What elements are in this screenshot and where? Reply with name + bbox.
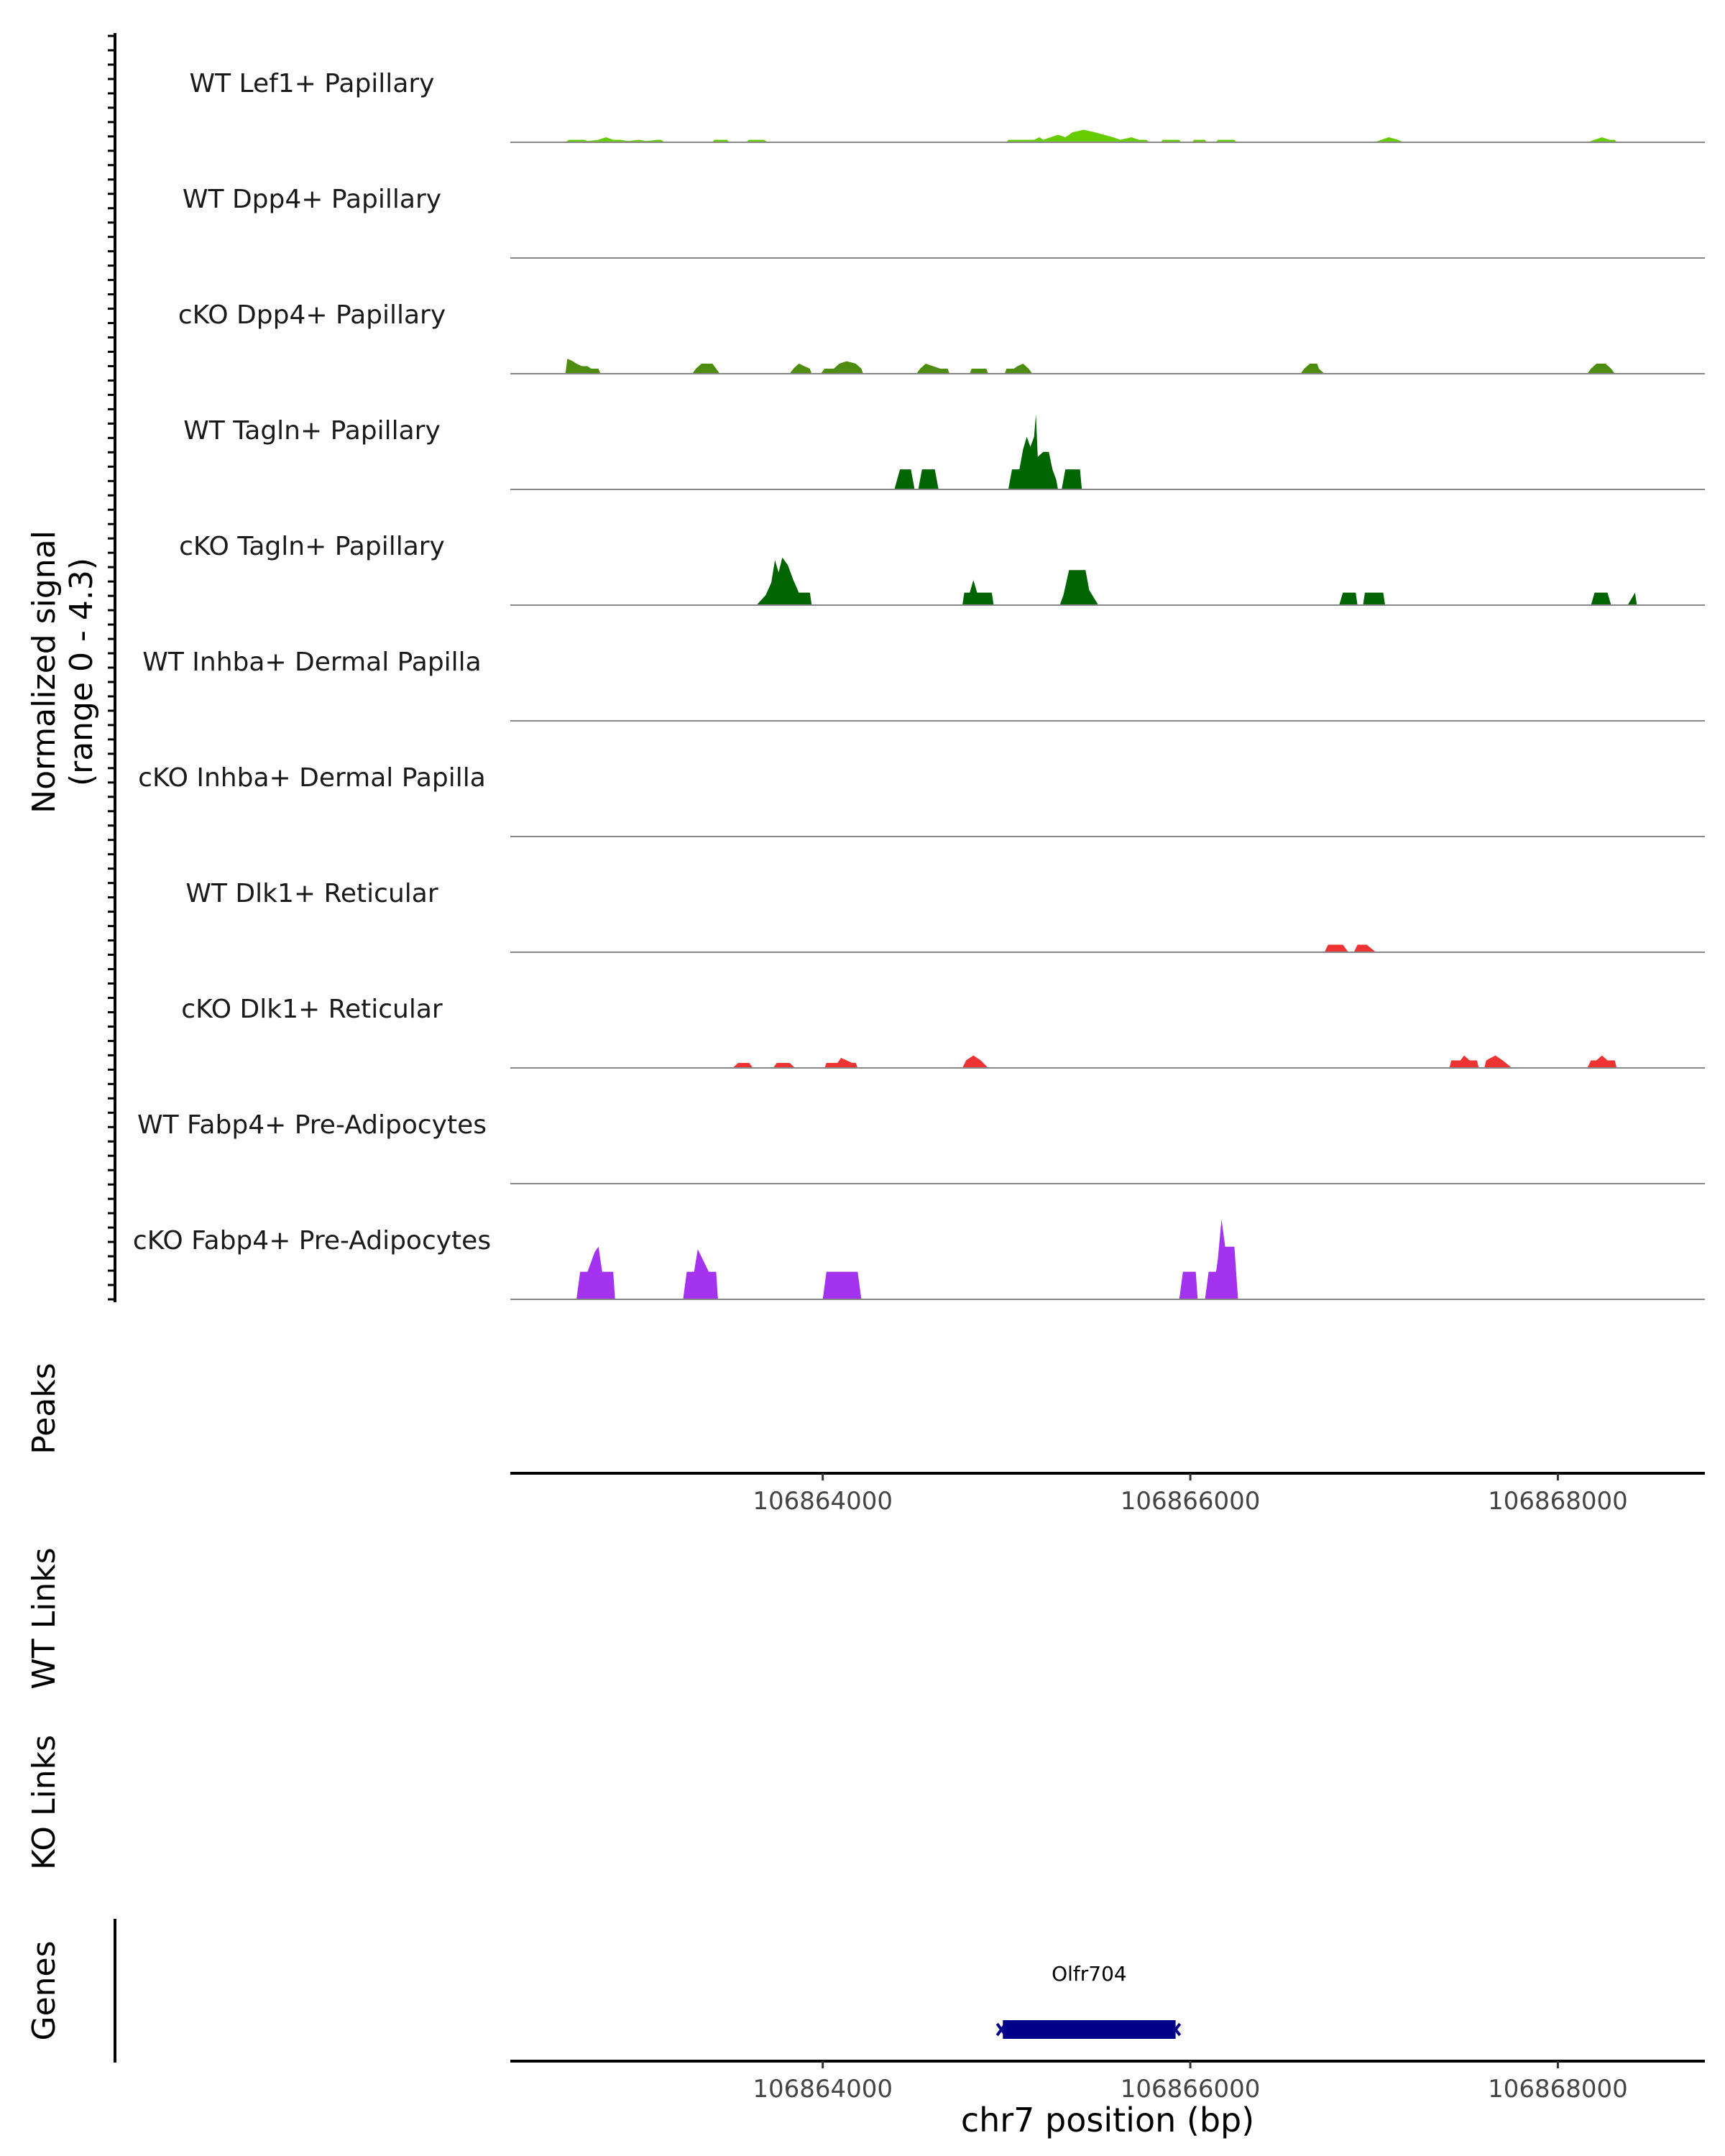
ko-links-label: KO Links bbox=[26, 1735, 63, 1870]
track-label: cKO Dlk1+ Reticular bbox=[181, 995, 443, 1024]
gene-name: Olfr704 bbox=[1052, 1962, 1127, 1986]
coverage-area bbox=[1324, 944, 1378, 952]
coverage-area bbox=[565, 359, 1615, 374]
genes-label: Genes bbox=[26, 1940, 63, 2040]
track-label: cKO Inhba+ Dermal Papilla bbox=[138, 763, 486, 793]
x-tick-label: 106864000 bbox=[753, 2075, 893, 2104]
coverage-y-label: Normalized signal bbox=[26, 530, 63, 814]
coverage-area bbox=[756, 557, 1637, 605]
track-8: WT Dlk1+ Reticular bbox=[185, 879, 1705, 953]
track-label: WT Fabp4+ Pre-Adipocytes bbox=[137, 1110, 487, 1140]
track-1: WT Lef1+ Papillary bbox=[190, 69, 1705, 143]
x-tick-label: 106868000 bbox=[1488, 1487, 1628, 1516]
x-tick-label: 106864000 bbox=[753, 1487, 893, 1516]
x-tick-label: 106868000 bbox=[1488, 2075, 1628, 2104]
genes-x-axis-ticks: 106864000 106866000 106868000 bbox=[753, 2061, 1628, 2104]
coverage-area bbox=[894, 414, 1082, 489]
x-tick-label: 106866000 bbox=[1121, 1487, 1261, 1516]
track-label: cKO Tagln+ Papillary bbox=[179, 532, 445, 561]
coverage-area bbox=[732, 1055, 1617, 1068]
track-label: WT Dpp4+ Papillary bbox=[183, 185, 441, 214]
coverage-area bbox=[565, 129, 1617, 142]
peaks-label: Peaks bbox=[26, 1363, 63, 1454]
x-tick-label: 106866000 bbox=[1121, 2075, 1261, 2104]
track-9: cKO Dlk1+ Reticular bbox=[181, 995, 1705, 1069]
coverage-area bbox=[576, 1219, 1238, 1299]
track-label: WT Dlk1+ Reticular bbox=[185, 879, 438, 908]
wt-links-label: WT Links bbox=[26, 1547, 63, 1689]
track-label: cKO Fabp4+ Pre-Adipocytes bbox=[133, 1226, 491, 1256]
track-4: WT Tagln+ Papillary bbox=[183, 414, 1705, 490]
strand-arrow-icon bbox=[995, 2022, 1182, 2037]
track-2: WT Dpp4+ Papillary bbox=[183, 185, 1705, 259]
gene-body bbox=[1003, 2020, 1176, 2039]
coverage-y-axis bbox=[108, 33, 116, 1302]
coverage-y-range-label: (range 0 - 4.3) bbox=[63, 558, 100, 786]
track-5: cKO Tagln+ Papillary bbox=[179, 532, 1705, 606]
track-label: WT Inhba+ Dermal Papilla bbox=[142, 648, 481, 677]
track-label: WT Lef1+ Papillary bbox=[190, 69, 435, 98]
coverage-tracks: WT Lef1+ Papillary WT Dpp4+ Papillary cKO … bbox=[133, 69, 1705, 1300]
track-6: WT Inhba+ Dermal Papilla bbox=[142, 648, 1705, 722]
x-axis-label: chr7 position (bp) bbox=[961, 2101, 1254, 2139]
track-11: cKO Fabp4+ Pre-Adipocytes bbox=[133, 1219, 1705, 1300]
peaks-x-axis-ticks: 106864000 106866000 106868000 bbox=[753, 1473, 1628, 1516]
track-10: WT Fabp4+ Pre-Adipocytes bbox=[137, 1110, 1705, 1184]
track-7: cKO Inhba+ Dermal Papilla bbox=[138, 763, 1705, 837]
track-3: cKO Dpp4+ Papillary bbox=[178, 300, 1705, 374]
gene-track: Olfr704 bbox=[995, 1962, 1182, 2039]
track-label: WT Tagln+ Papillary bbox=[183, 416, 441, 446]
track-label: cKO Dpp4+ Papillary bbox=[178, 300, 446, 330]
